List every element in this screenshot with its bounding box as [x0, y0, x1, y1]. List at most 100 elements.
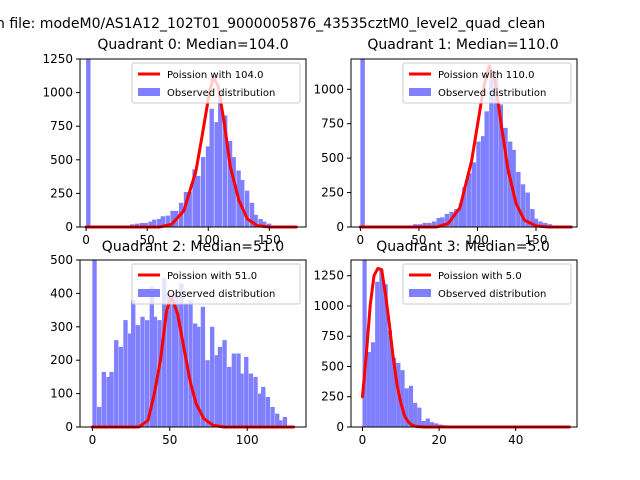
q2-hist-bar-44: [282, 416, 288, 427]
q2-y-tick-label-0: 0: [65, 420, 73, 434]
q2-hist-bar-2: [101, 371, 106, 427]
q0-hist-bar-2: [134, 223, 140, 227]
q0-hist-bar-30: [258, 218, 263, 227]
quadrant-3-panel: 0 20 40 0 250 500 750 1000 1250 Poission with 5.0…: [313, 239, 578, 447]
q2-hist-bar-42: [275, 413, 280, 427]
q0-y-tick-label-4: 1000: [42, 86, 73, 100]
q2-hist-bar-36: [248, 373, 254, 427]
q0-hist-bar-15: [192, 169, 197, 227]
q1-hist-bar-19: [493, 71, 499, 227]
q0-hist-bar-8: [160, 216, 166, 227]
q0-legend-patch-swatch: [138, 88, 160, 96]
q2-hist-bar-3: [106, 376, 111, 427]
q0-hist-bar-23: [227, 140, 233, 227]
q3-hist-bar-14: [421, 420, 426, 427]
q0-hist-bar-28: [249, 202, 255, 227]
q3-hist-bar-13: [417, 407, 422, 427]
q0-legend-label-poisson: Poission with 104.0: [167, 70, 263, 81]
q1-hist-bar-16: [480, 136, 486, 227]
q3-hist-bar-3: [375, 281, 380, 427]
quadrant-2-panel: 0 50 100 0 100 200 300 400 500 Poission with 51.0…: [50, 239, 307, 447]
q2-hist-bar-25: [200, 306, 206, 427]
q0-y-tick-label-0: 0: [65, 220, 73, 234]
q3-x-tick-label-2: 40: [508, 433, 523, 447]
q2-axes-frame: [79, 259, 307, 428]
q3-hist-bar-17: [434, 423, 439, 427]
q2-hist-bar-4: [109, 371, 114, 427]
q1-y-tick-label-0: 0: [336, 220, 344, 234]
q2-hist-bar-9: [131, 300, 136, 427]
q0-x-tick-label-3: 150: [258, 233, 281, 247]
q0-hist-bar-17: [200, 157, 206, 227]
q0-hist-bar-21: [218, 92, 223, 227]
q3-hist-bar-7: [391, 358, 397, 427]
q1-y-tick-label-3: 750: [321, 117, 344, 131]
q0-hist-bar-31: [262, 221, 267, 227]
q2-hist-bar-15: [157, 320, 162, 427]
q0-legend-label-observed: Observed distribution: [167, 88, 275, 99]
q2-hist-bar-13: [149, 286, 154, 427]
q0-hist-bar-13: [183, 192, 189, 227]
q1-legend-box: [402, 62, 572, 104]
q0-y-tick-label-1: 250: [50, 186, 73, 200]
q2-legend-label-observed: Observed distribution: [167, 289, 275, 300]
q0-hist-bar-0: [86, 59, 91, 227]
q0-y-tick-label-2: 500: [50, 153, 73, 167]
q0-x-tick-label-1: 50: [140, 233, 155, 247]
q3-hist-bar-4: [379, 269, 384, 427]
q0-hist-bar-20: [214, 122, 219, 227]
q1-hist-bar-10: [454, 209, 459, 227]
q1-y-tick-label-2: 500: [321, 151, 344, 165]
q2-x-tick-label-1: 50: [162, 433, 177, 447]
q2-hist-bar-17: [166, 293, 172, 427]
q2-y-tick-label-1: 100: [50, 387, 73, 401]
q0-legend-box: [131, 62, 301, 104]
q3-legend-label-poisson: Poission with 5.0: [438, 271, 522, 282]
q2-hist-bar-39: [261, 386, 266, 427]
q2-hist-bar-22: [188, 300, 193, 427]
q3-x-tick-label-1: 20: [431, 433, 446, 447]
q1-hist-bar-29: [538, 221, 543, 227]
q1-legend-label-poisson: Poission with 110.0: [438, 70, 534, 81]
q2-hist-bar-37: [253, 376, 258, 427]
q2-hist-bar-28: [214, 355, 219, 427]
quadrant-0-panel: 0 50 100 150 0 250 500 750 1000 1250 Poission with…: [42, 37, 307, 247]
q2-hist-bar-10: [135, 325, 141, 427]
q2-hist-bar-34: [239, 373, 244, 427]
q2-poisson-line: [90, 295, 296, 429]
q3-y-tick-label-2: 500: [321, 359, 344, 373]
figure-suptitle: n file: modeM0/AS1A12_102T01_9000005876_…: [0, 16, 545, 32]
q0-hist-bar-16: [196, 175, 201, 227]
q0-hist-bar-4: [143, 222, 148, 227]
q3-hist-bar-6: [387, 330, 392, 427]
q1-x-tick-label-1: 50: [411, 233, 426, 247]
q3-axes-frame: [350, 259, 578, 428]
q2-hist-bar-24: [196, 326, 201, 427]
q0-y-tick-label-5: 1250: [42, 52, 73, 66]
q3-y-tick-label-4: 1000: [313, 299, 344, 313]
q3-hist-bar-1: [366, 351, 371, 427]
q0-hist-bar-18: [205, 146, 211, 227]
q2-hist-bar-16: [162, 278, 167, 427]
q2-y-tick-label-3: 300: [50, 320, 73, 334]
q2-hist-bar-33: [236, 353, 241, 427]
q1-hist-bar-30: [543, 222, 548, 227]
q2-hist-bar-6: [118, 346, 124, 427]
q0-x-tick-label-2: 100: [197, 233, 220, 247]
q2-y-tick-label-5: 500: [50, 253, 73, 267]
q1-legend-label-observed: Observed distribution: [438, 88, 546, 99]
q3-y-tick-label-3: 750: [321, 329, 344, 343]
q3-hist-bar-9: [400, 370, 405, 427]
q1-hist-bar-4: [427, 222, 432, 227]
q2-hist-bar-12: [145, 320, 150, 427]
quadrant-1-panel: 0 50 100 150 0 250 500 750 1000 Poission with 110…: [313, 37, 578, 247]
q0-hist-bar-22: [222, 115, 228, 227]
q2-hist-bar-1: [97, 406, 102, 427]
q2-hist-bar-32: [231, 353, 237, 427]
quadrant-2-title: Quadrant 2: Median=51.0: [102, 239, 284, 255]
q2-legend-label-poisson: Poission with 51.0: [167, 271, 257, 282]
q1-hist-bar-12: [462, 187, 467, 227]
q1-hist-bar-27: [530, 209, 535, 227]
q2-hist-bar-0: [92, 260, 97, 427]
q3-hist-bar-0: [362, 260, 367, 427]
